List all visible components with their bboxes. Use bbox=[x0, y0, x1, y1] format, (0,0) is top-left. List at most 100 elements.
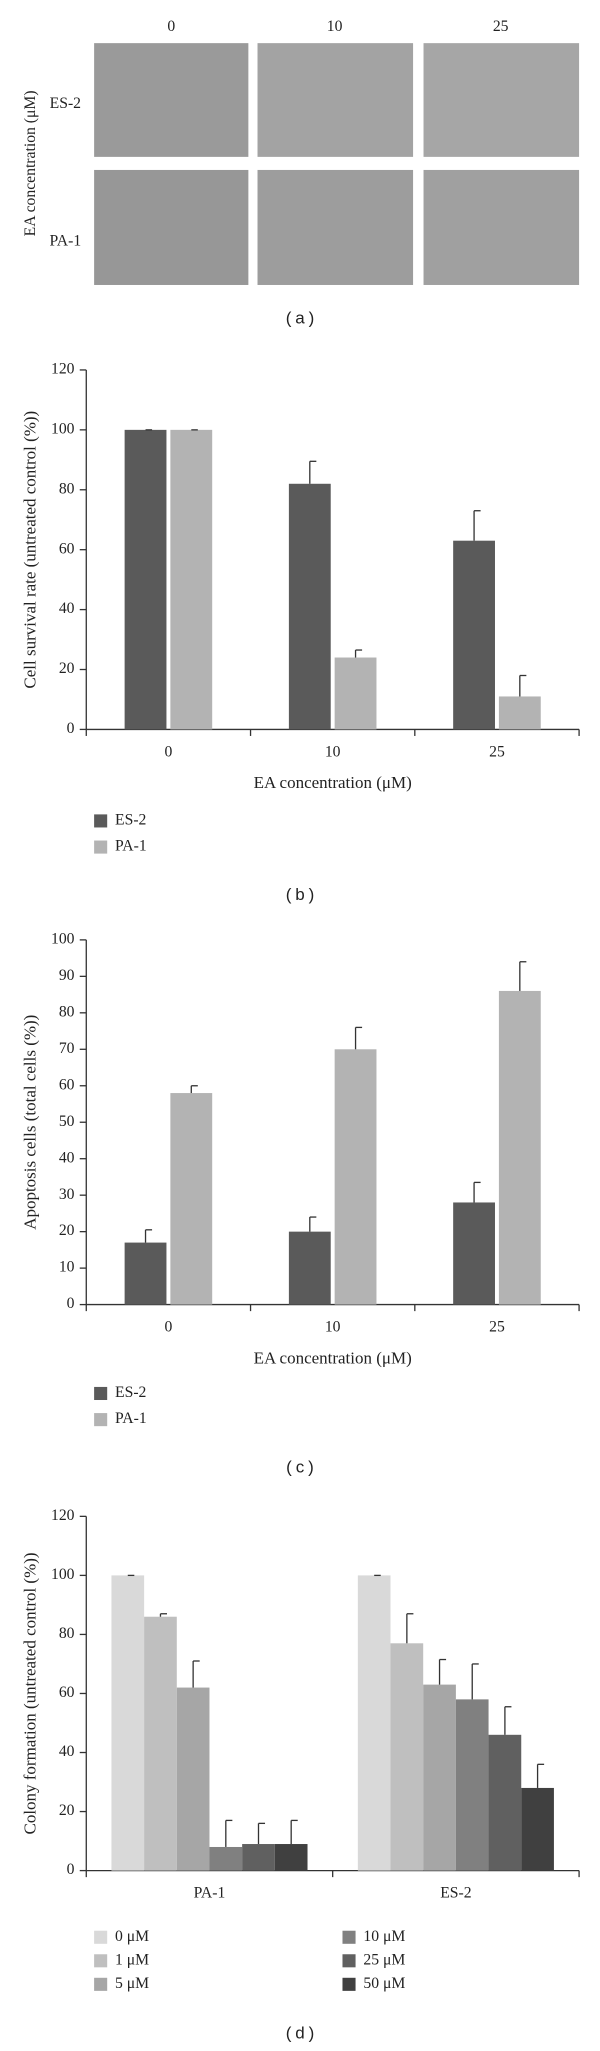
y-tick-label: 100 bbox=[51, 420, 75, 437]
bar bbox=[390, 1643, 424, 1871]
caption: (c) bbox=[286, 1457, 318, 1476]
y-tick-label: 50 bbox=[59, 1113, 75, 1130]
x-tick-label: 0 bbox=[164, 744, 172, 761]
legend-label: 10 μM bbox=[363, 1928, 405, 1945]
row-label: ES-2 bbox=[50, 95, 81, 112]
x-tick-label: 10 bbox=[325, 744, 341, 761]
bar bbox=[455, 1699, 489, 1871]
y-tick-label: 0 bbox=[67, 1295, 75, 1312]
column-label: 25 bbox=[493, 18, 509, 35]
y-tick-label: 100 bbox=[51, 1566, 75, 1583]
y-tick-label: 30 bbox=[59, 1186, 75, 1203]
y-tick-label: 0 bbox=[67, 1861, 75, 1878]
caption: (a) bbox=[286, 308, 319, 327]
bar bbox=[498, 696, 541, 730]
legend-label: ES-2 bbox=[115, 812, 146, 829]
micrograph bbox=[94, 169, 249, 285]
column-label: 0 bbox=[167, 18, 175, 35]
micrograph bbox=[257, 43, 414, 157]
x-tick-label: 25 bbox=[489, 744, 505, 761]
legend-label: 0 μM bbox=[115, 1928, 149, 1945]
legend-label: PA-1 bbox=[115, 838, 147, 855]
caption: (d) bbox=[286, 2023, 319, 2042]
bar bbox=[274, 1844, 308, 1871]
y-tick-label: 90 bbox=[59, 967, 75, 984]
legend-swatch bbox=[94, 1386, 108, 1401]
x-tick-label: 25 bbox=[489, 1319, 505, 1336]
micrograph bbox=[423, 43, 580, 157]
bar bbox=[124, 429, 167, 730]
legend-swatch bbox=[94, 1977, 108, 1991]
legend-swatch bbox=[94, 1930, 108, 1944]
bar bbox=[242, 1844, 275, 1871]
y-tick-label: 70 bbox=[59, 1040, 75, 1057]
legend-label: PA-1 bbox=[115, 1410, 147, 1427]
bar bbox=[111, 1575, 145, 1871]
legend-label: ES-2 bbox=[115, 1384, 146, 1401]
y-tick-label: 20 bbox=[59, 660, 75, 677]
bar bbox=[488, 1734, 522, 1871]
x-tick-label: 10 bbox=[325, 1319, 341, 1336]
bar bbox=[334, 657, 377, 730]
bar bbox=[288, 1231, 331, 1305]
bar bbox=[453, 540, 495, 730]
y-tick-label: 40 bbox=[59, 600, 75, 617]
bar bbox=[170, 1093, 213, 1305]
bar bbox=[423, 1684, 456, 1871]
bar bbox=[334, 1049, 377, 1305]
bar bbox=[521, 1787, 554, 1871]
micrograph bbox=[257, 169, 414, 285]
bar bbox=[124, 1242, 167, 1305]
bar bbox=[144, 1616, 177, 1871]
y-tick-label: 120 bbox=[51, 361, 75, 378]
y-tick-label: 80 bbox=[59, 480, 75, 497]
y-tick-label: 60 bbox=[59, 540, 75, 557]
legend-swatch bbox=[94, 840, 108, 854]
legend-swatch bbox=[342, 1977, 356, 1991]
y-tick-label: 60 bbox=[59, 1076, 75, 1093]
bar bbox=[209, 1846, 243, 1871]
legend-label: 50 μM bbox=[363, 1975, 405, 1992]
caption: (b) bbox=[286, 885, 319, 904]
x-tick-label: 0 bbox=[164, 1319, 172, 1336]
x-axis-label: EA concentration (μM) bbox=[254, 1348, 412, 1367]
y-axis-label: Apoptosis cells (total cells (%)) bbox=[20, 1015, 39, 1230]
y-tick-label: 80 bbox=[59, 1003, 75, 1020]
y-tick-label: 120 bbox=[51, 1507, 75, 1524]
legend-label: 5 μM bbox=[115, 1975, 149, 1992]
bar bbox=[176, 1687, 210, 1871]
x-tick-label: ES-2 bbox=[440, 1885, 471, 1902]
legend-label: 25 μM bbox=[363, 1951, 405, 1968]
legend-swatch bbox=[342, 1954, 356, 1968]
bar bbox=[453, 1202, 495, 1305]
bar bbox=[498, 990, 541, 1305]
y-tick-label: 20 bbox=[59, 1802, 75, 1819]
y-tick-label: 10 bbox=[59, 1259, 75, 1276]
legend-swatch bbox=[94, 1954, 108, 1968]
bar bbox=[170, 429, 213, 730]
y-tick-label: 20 bbox=[59, 1222, 75, 1239]
y-tick-label: 80 bbox=[59, 1625, 75, 1642]
y-axis-label: Cell survival rate (untreated control (%… bbox=[20, 411, 39, 689]
micrographs bbox=[94, 43, 580, 285]
legend-swatch bbox=[94, 1413, 108, 1427]
legend-swatch bbox=[342, 1930, 356, 1944]
bar bbox=[288, 483, 331, 730]
y-tick-label: 100 bbox=[51, 930, 75, 947]
y-tick-label: 0 bbox=[67, 720, 75, 737]
y-tick-label: 40 bbox=[59, 1743, 75, 1760]
axis-label: EA concentration (μM) bbox=[22, 90, 39, 236]
y-tick-label: 40 bbox=[59, 1149, 75, 1166]
y-axis-label: Colony formation (untreated control (%)) bbox=[20, 1552, 39, 1834]
micrograph bbox=[94, 43, 249, 157]
micrograph bbox=[423, 169, 580, 285]
legend-label: 1 μM bbox=[115, 1951, 149, 1968]
row-label: PA-1 bbox=[50, 232, 82, 249]
column-label: 10 bbox=[327, 18, 343, 35]
y-tick-label: 60 bbox=[59, 1684, 75, 1701]
x-tick-label: PA-1 bbox=[194, 1885, 226, 1902]
bar bbox=[357, 1575, 391, 1871]
x-axis-label: EA concentration (μM) bbox=[254, 773, 412, 792]
legend-swatch bbox=[94, 814, 108, 828]
